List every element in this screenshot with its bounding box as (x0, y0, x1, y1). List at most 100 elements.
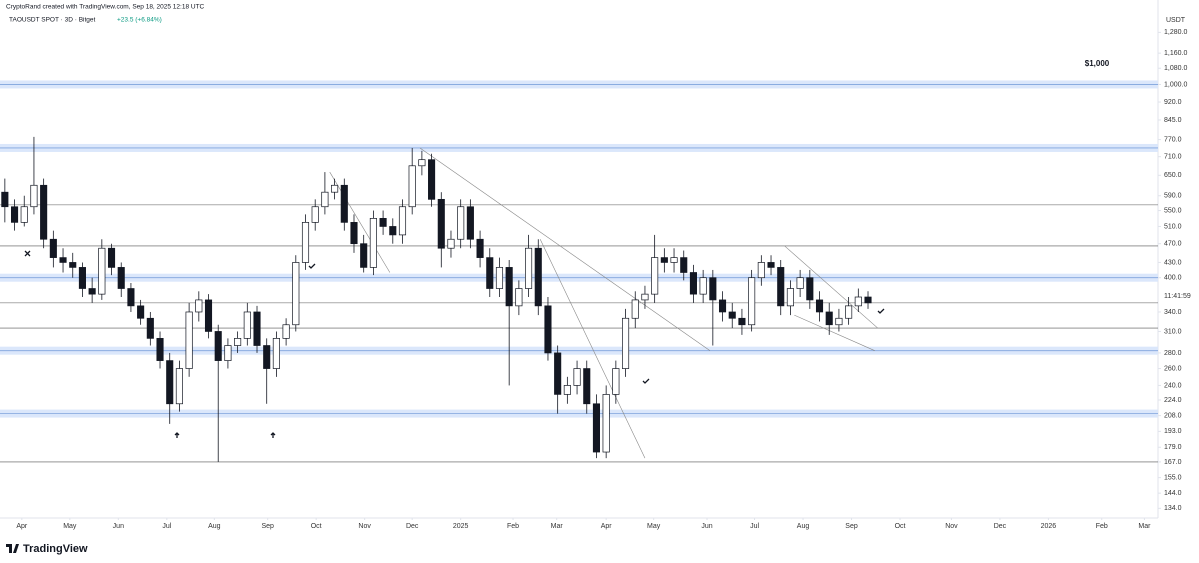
y-tick-label: 1,160.0 (1164, 50, 1187, 57)
candle-body (243, 311, 251, 339)
candle-body (796, 277, 804, 289)
candle-body (146, 317, 154, 339)
candle-body (573, 368, 581, 386)
candle-body (583, 368, 591, 405)
icons (24, 250, 885, 438)
candle-body (815, 299, 824, 313)
candle-body (1, 191, 9, 208)
candle-body (806, 277, 814, 301)
candle-body (699, 277, 707, 295)
candle-body (592, 403, 601, 453)
candle-body (447, 238, 455, 249)
candle-body (563, 385, 571, 395)
candle-body (117, 267, 125, 289)
y-tick-label: 280.0 (1164, 350, 1182, 357)
check-icon (877, 308, 885, 314)
candle-body (612, 368, 620, 395)
logo: TradingView (6, 543, 88, 555)
y-tick-label: 590.0 (1164, 193, 1182, 200)
y-tick-label: 920.0 (1164, 99, 1182, 106)
y-tick-label: 134.0 (1164, 505, 1182, 512)
y-tick-label: 224.0 (1164, 397, 1182, 404)
candle-body (40, 184, 48, 240)
candle-body (185, 311, 193, 369)
y-tick-label: 510.0 (1164, 223, 1182, 230)
candle-body (88, 288, 96, 295)
candle-body (660, 257, 668, 263)
candle-body (175, 368, 183, 405)
x-tick-label: Feb (507, 523, 519, 530)
candle-body (495, 267, 504, 289)
candle-body (69, 262, 77, 268)
trend-line (539, 239, 646, 459)
brand: TradingView (23, 543, 88, 555)
candle-body (525, 247, 533, 289)
y-tick-label: 430.0 (1164, 259, 1182, 266)
x-tick-label: Mar (551, 523, 564, 530)
y-tick-label: 845.0 (1164, 117, 1182, 124)
candle-body (340, 184, 348, 223)
candle-body (98, 247, 106, 295)
candle-body (137, 305, 145, 319)
trend-line (329, 171, 391, 273)
candle-body (767, 262, 775, 268)
candle-body (78, 267, 86, 289)
candle-body (845, 305, 853, 319)
y-tick-label: 550.0 (1164, 207, 1182, 214)
candle-body (486, 257, 494, 289)
x-tick-label: Jun (113, 523, 124, 530)
candle-body (534, 247, 542, 307)
x-tick-label: Apr (16, 523, 28, 530)
candle-body (214, 331, 222, 361)
x-tick-label: Aug (797, 523, 810, 530)
y-tick-label: 1,080.0 (1164, 65, 1187, 72)
candle-body (466, 206, 474, 240)
candle-body (476, 238, 484, 258)
arrow-icon (174, 432, 180, 438)
candle-body (825, 311, 833, 326)
x-tick-label: 2025 (453, 523, 469, 530)
y-tick-label: 770.0 (1164, 136, 1182, 143)
candle-body (835, 317, 843, 326)
candle-body (631, 299, 639, 319)
y-tick-label: 400.0 (1164, 275, 1182, 282)
countdown: 11:41:59 (1164, 293, 1191, 300)
candle-body (718, 299, 727, 313)
x-tick-label: Sep (261, 523, 274, 530)
candle-body (398, 206, 407, 236)
x-tick-label: Jul (750, 523, 759, 530)
candle-body (311, 206, 319, 223)
candle-body (457, 206, 465, 240)
candle-body (20, 206, 28, 223)
x-tick-label: May (63, 523, 77, 530)
candle-body (602, 394, 610, 453)
x-tick-label: Sep (845, 523, 858, 530)
x-tick-label: Nov (358, 523, 371, 530)
candle-body (360, 243, 368, 268)
y-tick-label: 650.0 (1164, 172, 1182, 179)
y-tick-label: 144.0 (1164, 490, 1182, 497)
x-tick-label: Aug (208, 523, 221, 530)
candle-body (379, 218, 387, 227)
y-tick-label: 260.0 (1164, 365, 1182, 372)
candle-body (738, 317, 746, 326)
x-tick-label: Jul (162, 523, 171, 530)
candle-body (709, 277, 717, 301)
candle-body (544, 305, 552, 354)
candle-body (651, 257, 659, 295)
candle-body (224, 345, 232, 361)
candle-body (389, 226, 397, 236)
candle-body (418, 159, 426, 167)
y-tick-label: 1,280.0 (1164, 29, 1187, 36)
unit: USDT (1166, 17, 1186, 24)
candle-body (10, 206, 19, 223)
candle-body (127, 288, 135, 307)
candle-body (641, 293, 649, 301)
y-tick-label: 155.0 (1164, 474, 1182, 481)
candle-body (728, 311, 736, 319)
candle-body (263, 345, 271, 369)
credit: CryptoRand created with TradingView.com,… (6, 4, 205, 11)
candle-body (195, 299, 203, 313)
candle-body (786, 288, 794, 307)
